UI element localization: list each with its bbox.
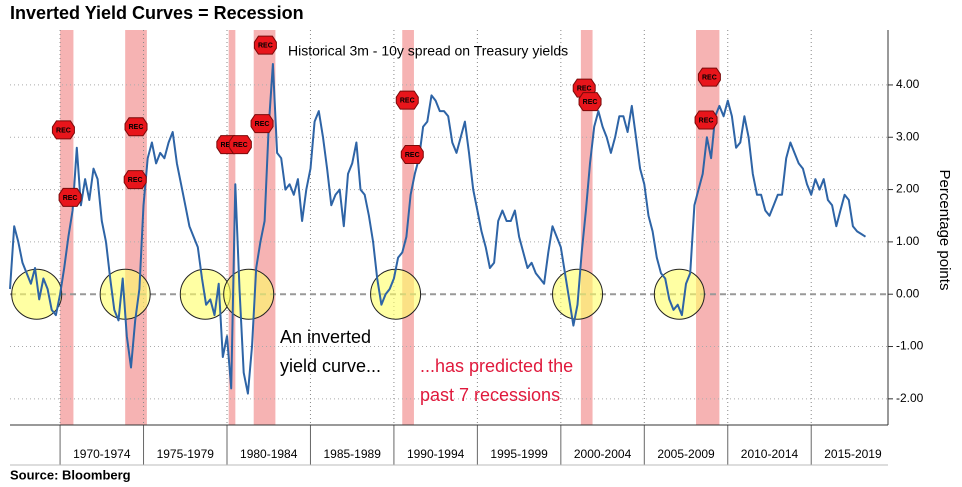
recession-band [60, 30, 74, 425]
rec-tag-label: REC [63, 195, 78, 202]
x-tick-label: 1975-1979 [157, 447, 215, 461]
rec-tag-label: REC [129, 124, 144, 131]
rec-tag-label: REC [220, 142, 235, 149]
rec-tag-label: REC [56, 127, 71, 134]
rec-tag-label: REC [255, 121, 270, 128]
rec-tag [400, 145, 424, 165]
rec-tag-label: REC [400, 97, 415, 104]
rec-tag-label: REC [699, 117, 714, 124]
rec-tag [123, 170, 147, 190]
x-tick-label: 1980-1984 [240, 447, 298, 461]
y-tick-label: 0.00 [896, 286, 920, 300]
chart-title: Inverted Yield Curves = Recession [10, 3, 304, 23]
rec-tag [124, 117, 148, 137]
rec-tag [578, 92, 602, 112]
rec-tag-label: REC [583, 99, 598, 106]
x-tick-label: 1970-1974 [73, 447, 131, 461]
rec-tag [694, 110, 718, 130]
recession-band [580, 30, 593, 425]
inversion-highlight [11, 268, 63, 320]
y-tick-label: -2.00 [896, 391, 924, 405]
rec-tag-label: REC [128, 177, 143, 184]
x-tick-label: 1985-1989 [323, 447, 381, 461]
annotation: past 7 recessions [420, 385, 560, 405]
rec-tag-label: REC [577, 85, 592, 92]
recession-band [125, 30, 147, 425]
annotation: yield curve... [280, 356, 381, 376]
rec-tag [58, 187, 82, 207]
rec-tag-label: REC [233, 142, 248, 149]
series-line [9, 63, 867, 395]
x-tick-label: 2015-2019 [824, 447, 882, 461]
rec-tag [250, 114, 274, 134]
rec-tag-label: REC [258, 43, 273, 50]
recession-band [228, 30, 236, 425]
x-tick-label: 1990-1994 [407, 447, 465, 461]
rec-tag [697, 67, 721, 87]
annotation: Historical 3m - 10y spread on Treasury y… [288, 43, 568, 59]
rec-tag [51, 120, 75, 140]
x-tick-label: 1995-1999 [490, 447, 548, 461]
y-tick-label: 4.00 [896, 77, 920, 91]
y-axis-label: Percentage points [936, 170, 953, 291]
rec-tag-label: REC [405, 152, 420, 159]
x-tick-label: 2000-2004 [574, 447, 632, 461]
inversion-highlight [223, 268, 275, 320]
rec-tag-label: REC [702, 74, 717, 81]
annotation: An inverted [280, 327, 371, 347]
rec-tag [253, 35, 277, 55]
x-tick-label: 2005-2009 [657, 447, 715, 461]
inversion-highlight [653, 268, 705, 320]
source: Source: Bloomberg [10, 467, 131, 482]
inversion-highlight [370, 268, 422, 320]
y-tick-label: -1.00 [896, 339, 924, 353]
y-tick-label: 2.00 [896, 182, 920, 196]
y-tick-label: 3.00 [896, 129, 920, 143]
y-tick-label: 1.00 [896, 234, 920, 248]
annotation: ...has predicted the [420, 356, 573, 376]
rec-tag [395, 90, 419, 110]
x-tick-label: 2010-2014 [741, 447, 799, 461]
recession-band [696, 30, 720, 425]
rec-tag [228, 135, 252, 155]
